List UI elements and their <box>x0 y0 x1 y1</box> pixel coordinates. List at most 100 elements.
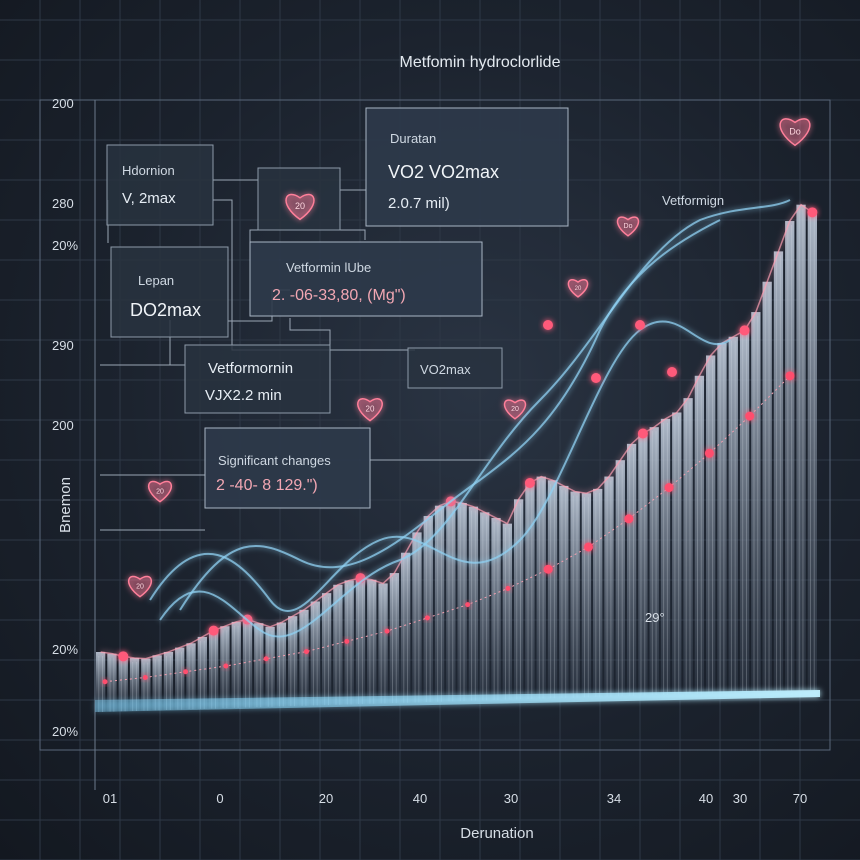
heart-icon: 20 <box>148 480 172 503</box>
line-point <box>745 411 755 421</box>
bar <box>107 653 117 712</box>
heart-shape <box>128 575 152 598</box>
bar <box>502 523 512 700</box>
bar <box>276 622 287 707</box>
bar <box>480 512 490 701</box>
ribbon-point <box>635 320 645 330</box>
bar <box>457 503 467 701</box>
point-label: 29° <box>645 610 665 625</box>
bar <box>231 621 241 708</box>
bar <box>242 619 253 708</box>
y-axis-ticks: 200 280 20% 290 200 20% 20% <box>52 96 78 739</box>
bar <box>152 655 162 711</box>
bar <box>118 656 128 712</box>
x-tick-label: 70 <box>793 791 807 806</box>
heart-label: Do <box>789 126 801 136</box>
bar <box>672 412 682 695</box>
heart-icon: Do <box>616 216 640 237</box>
bar <box>434 505 445 702</box>
line-point <box>505 585 511 591</box>
ribbon-lines <box>149 199 791 638</box>
ribbon-point <box>591 373 601 383</box>
bar <box>593 488 603 697</box>
bar <box>547 480 558 699</box>
heart-label: Do <box>624 223 633 230</box>
line-series <box>102 371 795 685</box>
annotation-line: 2 -40- 8 129.") <box>216 477 318 494</box>
ribbon <box>179 219 721 611</box>
line-point <box>263 656 269 662</box>
annotation-line: V, 2max <box>122 190 176 207</box>
bar <box>739 330 750 693</box>
annotation-lepan: Lepan DO2max <box>110 246 229 338</box>
bar <box>288 616 298 707</box>
bar <box>581 493 592 698</box>
bar <box>615 460 625 697</box>
x-tick-label: 01 <box>103 791 117 806</box>
bar-peak-marker <box>637 428 648 439</box>
bar <box>378 583 388 704</box>
bar-peak-marker <box>208 625 219 636</box>
annotation-line: DO2max <box>130 300 201 320</box>
line-point <box>465 602 471 608</box>
y-tick-label: 200 <box>52 96 74 111</box>
bar <box>762 281 772 692</box>
bar <box>197 636 207 709</box>
line-point <box>344 638 350 644</box>
heart-label: 20 <box>295 201 305 211</box>
heart-label: 20 <box>511 406 519 413</box>
bar <box>570 491 580 698</box>
annotation-line: Duratan <box>390 131 436 146</box>
bar <box>796 204 806 691</box>
line-point <box>223 663 229 669</box>
heart-icon: 20 <box>128 575 152 598</box>
line-point <box>142 674 148 680</box>
bar-peak-marker <box>807 207 818 218</box>
x-tick-label: 40 <box>699 791 713 806</box>
ribbon-point <box>667 367 677 377</box>
bar <box>468 506 479 701</box>
x-tick-label: 30 <box>504 791 518 806</box>
bar-peak-marker <box>118 651 129 662</box>
bar <box>717 343 727 694</box>
annotation-hdornion: Hdornion V, 2max <box>106 144 214 226</box>
annotation-line: Vetformin lUbe <box>286 260 371 275</box>
bar <box>355 578 366 705</box>
annotation-line: Vetformornin <box>208 360 293 377</box>
bar <box>344 580 354 705</box>
line-point <box>424 615 430 621</box>
y-tick-label: 200 <box>52 418 74 433</box>
x-tick-label: 20 <box>319 791 333 806</box>
bar <box>367 579 377 704</box>
annotation-vetformornin: Vetformornin VJX2.2 min <box>184 344 331 414</box>
bar <box>299 609 309 706</box>
ribbon-point <box>543 320 553 330</box>
heart-label: 20 <box>366 405 375 414</box>
y-tick-label: 290 <box>52 338 74 353</box>
y-axis-title: Bnemon <box>57 477 74 533</box>
heart-icon: 20 <box>503 399 527 420</box>
heart-icon: 20 <box>567 279 589 298</box>
bar <box>785 221 795 692</box>
ribbon <box>159 199 791 638</box>
bar <box>265 626 275 707</box>
heart-icon: 20 <box>357 398 383 422</box>
line-point <box>384 628 390 634</box>
heart-label: 20 <box>136 583 144 590</box>
bar <box>638 433 648 696</box>
y-tick-label: 20% <box>52 238 78 253</box>
annotation-line: Significant changes <box>218 453 331 468</box>
annotation-vetformign: Vetformign <box>662 193 724 208</box>
line-point <box>624 514 634 524</box>
annotation-line: Lepan <box>138 273 174 288</box>
annotation-duratan: Duratan VO2 VO2max 2.0.7 mil) <box>365 107 569 227</box>
heart-label: 20 <box>156 488 164 495</box>
bar <box>96 652 106 712</box>
bar <box>446 501 456 702</box>
floor-glow <box>95 690 820 712</box>
bar <box>254 623 264 708</box>
x-tick-label: 30 <box>733 791 747 806</box>
bar <box>129 657 140 711</box>
line-point <box>303 649 309 655</box>
bar <box>412 532 422 703</box>
